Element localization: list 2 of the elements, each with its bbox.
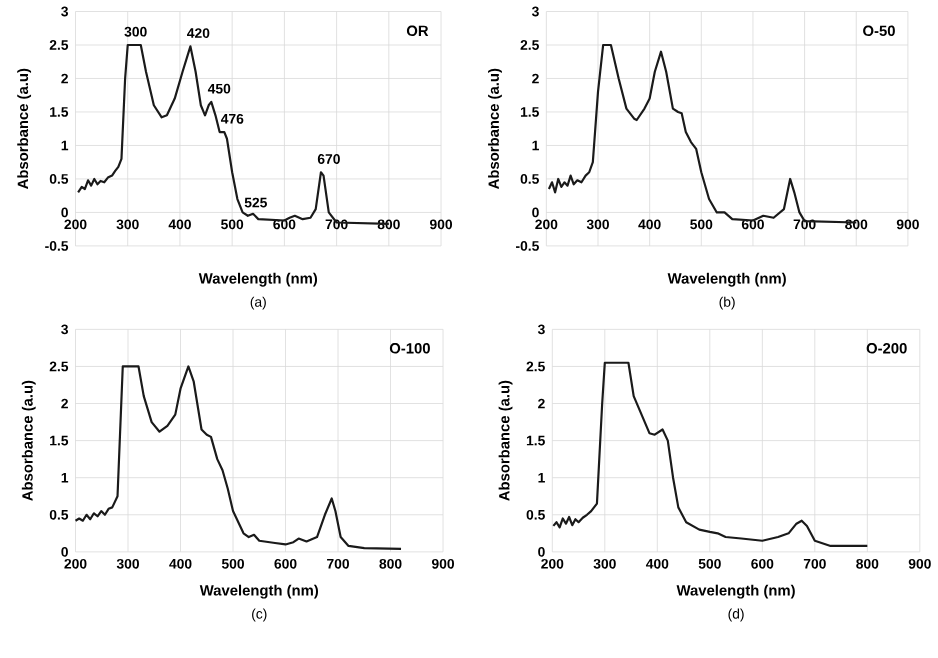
- line-series: [74, 365, 403, 551]
- line-series: [552, 362, 869, 548]
